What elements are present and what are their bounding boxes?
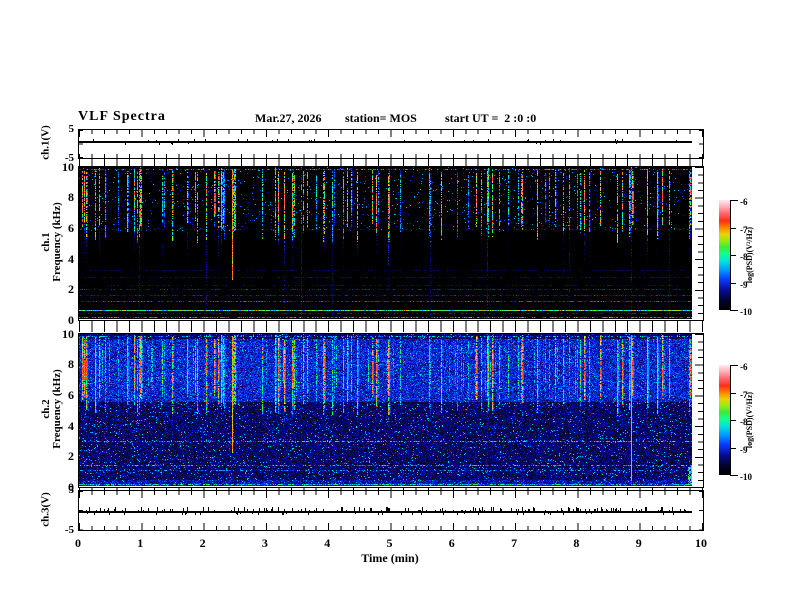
ch1-strip-left-ticks xyxy=(79,130,83,158)
time-tick-label: 5 xyxy=(386,536,393,550)
ch1-colorbar-tick-label: -10 xyxy=(740,307,752,317)
time-axis-label: Time (min) xyxy=(361,551,419,565)
ch2-freq-tick-label: 10 xyxy=(62,326,74,341)
ch1-strip-bottom-minor-ticks xyxy=(79,154,703,158)
time-tick-label: 0 xyxy=(75,536,81,550)
ch2-colorbar-tick xyxy=(730,475,738,476)
ch1-strip-right-ticks xyxy=(699,130,703,158)
ch2-spec-ylabel: ch.2 Frequency (kHz) xyxy=(40,369,63,449)
gap-ticks-3 xyxy=(79,488,703,490)
time-tick-label: 3 xyxy=(261,536,268,550)
ch1-strip-frame xyxy=(78,129,704,159)
start-ut-text: start UT = 2 :0 :0 xyxy=(445,111,537,125)
ch2-colorbar-tick-label: -6 xyxy=(740,362,748,372)
time-tick-label: 10 xyxy=(695,536,707,550)
ch3-strip-frame xyxy=(78,490,704,531)
ch1-colorbar-tick xyxy=(730,200,738,201)
ch1-spectrogram-frame xyxy=(78,166,704,321)
colorbar-ch2-label: log(PSD)(V²/Hz) xyxy=(745,391,754,449)
ch2-colorbar-tick xyxy=(730,365,738,366)
date-text: Mar.27, 2026 xyxy=(255,111,322,125)
ch3-strip-bottom-major-ticks xyxy=(79,523,703,530)
time-tick-label: 6 xyxy=(448,536,455,550)
ch3-strip-left-ticks xyxy=(79,491,83,530)
time-tick-label: 7 xyxy=(511,536,518,550)
station-text: station= MOS xyxy=(345,111,417,125)
colorbar-ch1-label: log(PSD)(V²/Hz) xyxy=(745,226,754,284)
ch1-freq-tick-label: 0 xyxy=(68,313,74,327)
ch1-spec-ylabel: ch.1 Frequency (kHz) xyxy=(40,202,63,282)
time-tick-label: 9 xyxy=(635,536,642,550)
ch1-strip-ylabel: ch.1(V) xyxy=(39,125,52,160)
gap-ticks-2 xyxy=(79,321,703,332)
ch1-colorbar-tick xyxy=(730,310,738,311)
ch1-strip-top-major-ticks xyxy=(79,130,703,137)
time-tick-label: 4 xyxy=(324,536,331,550)
time-tick-label: 1 xyxy=(137,536,144,550)
gap-ticks-1 xyxy=(79,159,703,166)
ch3-strip-right-ticks xyxy=(699,491,703,530)
colorbar-ch2-border xyxy=(730,365,731,476)
ch1-colorbar-tick-label: -6 xyxy=(740,197,748,207)
plot-title: VLF Spectra xyxy=(78,109,166,124)
ch1-spectrogram-canvas xyxy=(79,167,692,319)
colorbar-ch1-border xyxy=(730,200,731,311)
ch2-spec-right-major-ticks xyxy=(695,334,703,486)
ch3-strip-top-major-ticks xyxy=(79,491,703,498)
time-tick-label: 8 xyxy=(573,536,580,550)
colorbar-ch1 xyxy=(719,200,730,310)
ch2-spectrogram-frame xyxy=(78,333,704,488)
ch1-spec-right-major-ticks xyxy=(695,167,703,319)
ch2-spectrogram-canvas xyxy=(79,334,692,486)
ch3-strip-ylabel: ch.3(V) xyxy=(39,492,52,527)
colorbar-ch2 xyxy=(719,365,730,475)
time-tick-label: 2 xyxy=(199,536,206,550)
ch2-colorbar-tick-label: -10 xyxy=(740,472,752,482)
